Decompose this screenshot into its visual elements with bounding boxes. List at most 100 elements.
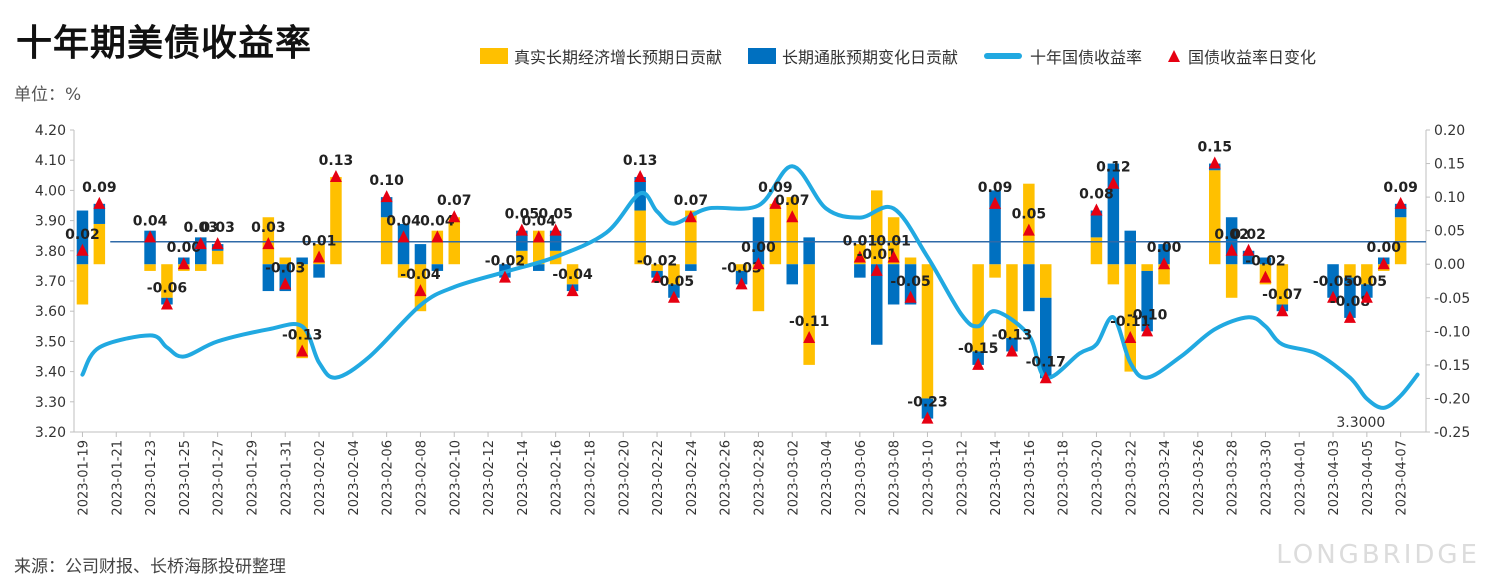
left-tick-label: 3.60 xyxy=(35,304,66,320)
x-tick-label: 2023-02-10 xyxy=(448,440,463,516)
bar-inflation xyxy=(786,264,798,285)
right-tick-label: -0.20 xyxy=(1434,391,1470,407)
change-data-label: 0.07 xyxy=(674,193,709,209)
change-marker xyxy=(431,230,444,243)
right-tick-label: -0.10 xyxy=(1434,324,1470,340)
legend-inflation: 长期通胀预期变化日贡献 xyxy=(748,44,958,68)
bar-real-growth xyxy=(651,264,663,271)
bar-real-growth xyxy=(448,217,460,265)
bar-real-growth xyxy=(533,230,545,265)
source-note: 来源：公司财报、长桥海豚投研整理 xyxy=(14,557,286,577)
bar-inflation xyxy=(685,264,697,271)
x-tick-label: 2023-03-06 xyxy=(854,440,869,516)
change-marker xyxy=(1158,257,1171,270)
change-marker xyxy=(532,230,545,243)
change-marker xyxy=(1022,223,1035,236)
change-data-label: -0.04 xyxy=(552,267,593,283)
bar-real-growth xyxy=(566,264,579,285)
x-tick-label: 2023-03-28 xyxy=(1226,440,1241,516)
x-tick-label: 2023-02-22 xyxy=(651,440,666,516)
change-data-label: -0.11 xyxy=(1110,314,1150,330)
bar-inflation xyxy=(1259,257,1272,265)
legend-yield-line: 十年国债收益率 xyxy=(984,44,1142,68)
watermark: LONGBRIDGE xyxy=(1276,540,1480,570)
unit-label: 单位：% xyxy=(14,85,82,105)
bar-real-growth xyxy=(296,264,308,359)
bar-real-growth xyxy=(769,203,782,265)
bar-real-growth xyxy=(397,264,410,278)
change-data-label: 0.09 xyxy=(758,180,793,196)
change-data-label: 0.12 xyxy=(1096,160,1131,176)
x-tick-label: 2023-03-04 xyxy=(820,440,835,516)
x-tick-label: 2023-02-12 xyxy=(482,440,497,516)
change-marker xyxy=(279,277,292,290)
change-marker xyxy=(1242,243,1255,256)
left-tick-label: 4.00 xyxy=(35,183,66,199)
chart-title: 十年期美债收益率 xyxy=(16,23,313,64)
x-tick-label: 2023-01-27 xyxy=(212,440,227,516)
x-tick-label: 2023-04-07 xyxy=(1395,440,1410,516)
bar-real-growth xyxy=(1344,264,1356,278)
bar-inflation xyxy=(854,264,866,278)
change-data-label: -0.01 xyxy=(857,247,897,263)
bar-inflation xyxy=(752,217,765,265)
right-tick-label: 0.00 xyxy=(1434,257,1465,273)
change-data-label: 0.08 xyxy=(1079,187,1114,203)
change-data-label: -0.13 xyxy=(992,327,1032,343)
change-marker xyxy=(177,257,190,270)
change-data-label: -0.23 xyxy=(907,395,947,411)
bar-inflation xyxy=(1124,230,1136,265)
change-data-label: 0.04 xyxy=(521,213,556,229)
change-data-label: 0.02 xyxy=(65,227,100,243)
change-marker xyxy=(1090,203,1103,216)
x-tick-label: 2023-01-25 xyxy=(178,440,193,516)
x-tick-label: 2023-01-29 xyxy=(245,440,260,516)
bar-real-growth xyxy=(989,264,1001,278)
change-data-label: 0.10 xyxy=(369,173,404,189)
change-marker xyxy=(1394,196,1407,209)
bar-real-growth xyxy=(380,217,393,265)
bar-real-growth xyxy=(1209,170,1221,265)
bar-inflation xyxy=(887,264,900,305)
change-marker xyxy=(870,263,883,276)
change-marker xyxy=(144,230,157,243)
change-data-label: 0.03 xyxy=(200,220,235,236)
change-marker xyxy=(76,243,89,256)
change-data-label: -0.07 xyxy=(1262,287,1302,303)
bar-real-growth xyxy=(634,210,646,265)
change-marker xyxy=(769,196,782,209)
x-tick-label: 2023-03-12 xyxy=(955,440,970,516)
x-tick-label: 2023-03-10 xyxy=(921,440,936,516)
change-data-label: 0.05 xyxy=(538,207,573,223)
change-data-label: 0.00 xyxy=(167,240,202,256)
change-marker xyxy=(887,250,900,263)
change-data-label: 0.03 xyxy=(251,220,286,236)
bar-real-growth xyxy=(1394,217,1407,265)
change-marker xyxy=(329,169,342,182)
change-marker xyxy=(1124,331,1137,344)
change-data-label: 0.04 xyxy=(133,213,168,229)
bar-inflation xyxy=(1040,297,1052,379)
bar-real-growth xyxy=(887,217,900,265)
change-marker xyxy=(1141,324,1154,337)
x-tick-label: 2023-01-21 xyxy=(110,440,125,516)
change-data-label: 0.04 xyxy=(386,213,421,229)
left-tick-label: 3.30 xyxy=(35,395,66,411)
x-tick-label: 2023-03-02 xyxy=(786,440,801,516)
x-tick-label: 2023-02-28 xyxy=(752,440,767,516)
change-marker xyxy=(1208,156,1221,169)
bar-inflation xyxy=(313,264,325,278)
x-tick-label: 2023-03-16 xyxy=(1023,440,1038,516)
change-data-label: -0.03 xyxy=(721,260,761,276)
bar-inflation xyxy=(296,257,308,265)
bar-real-growth xyxy=(279,257,291,265)
bar-real-growth xyxy=(921,264,934,399)
bar-inflation xyxy=(533,264,545,271)
legend-real-swatch xyxy=(480,48,508,64)
bar-real-growth xyxy=(904,257,917,265)
legend-change-label: 国债收益率日变化 xyxy=(1188,48,1317,67)
change-data-label: 0.01 xyxy=(302,234,337,250)
left-tick-label: 3.20 xyxy=(35,425,66,441)
change-data-label: -0.05 xyxy=(1347,274,1387,290)
bar-real-growth xyxy=(803,264,815,365)
